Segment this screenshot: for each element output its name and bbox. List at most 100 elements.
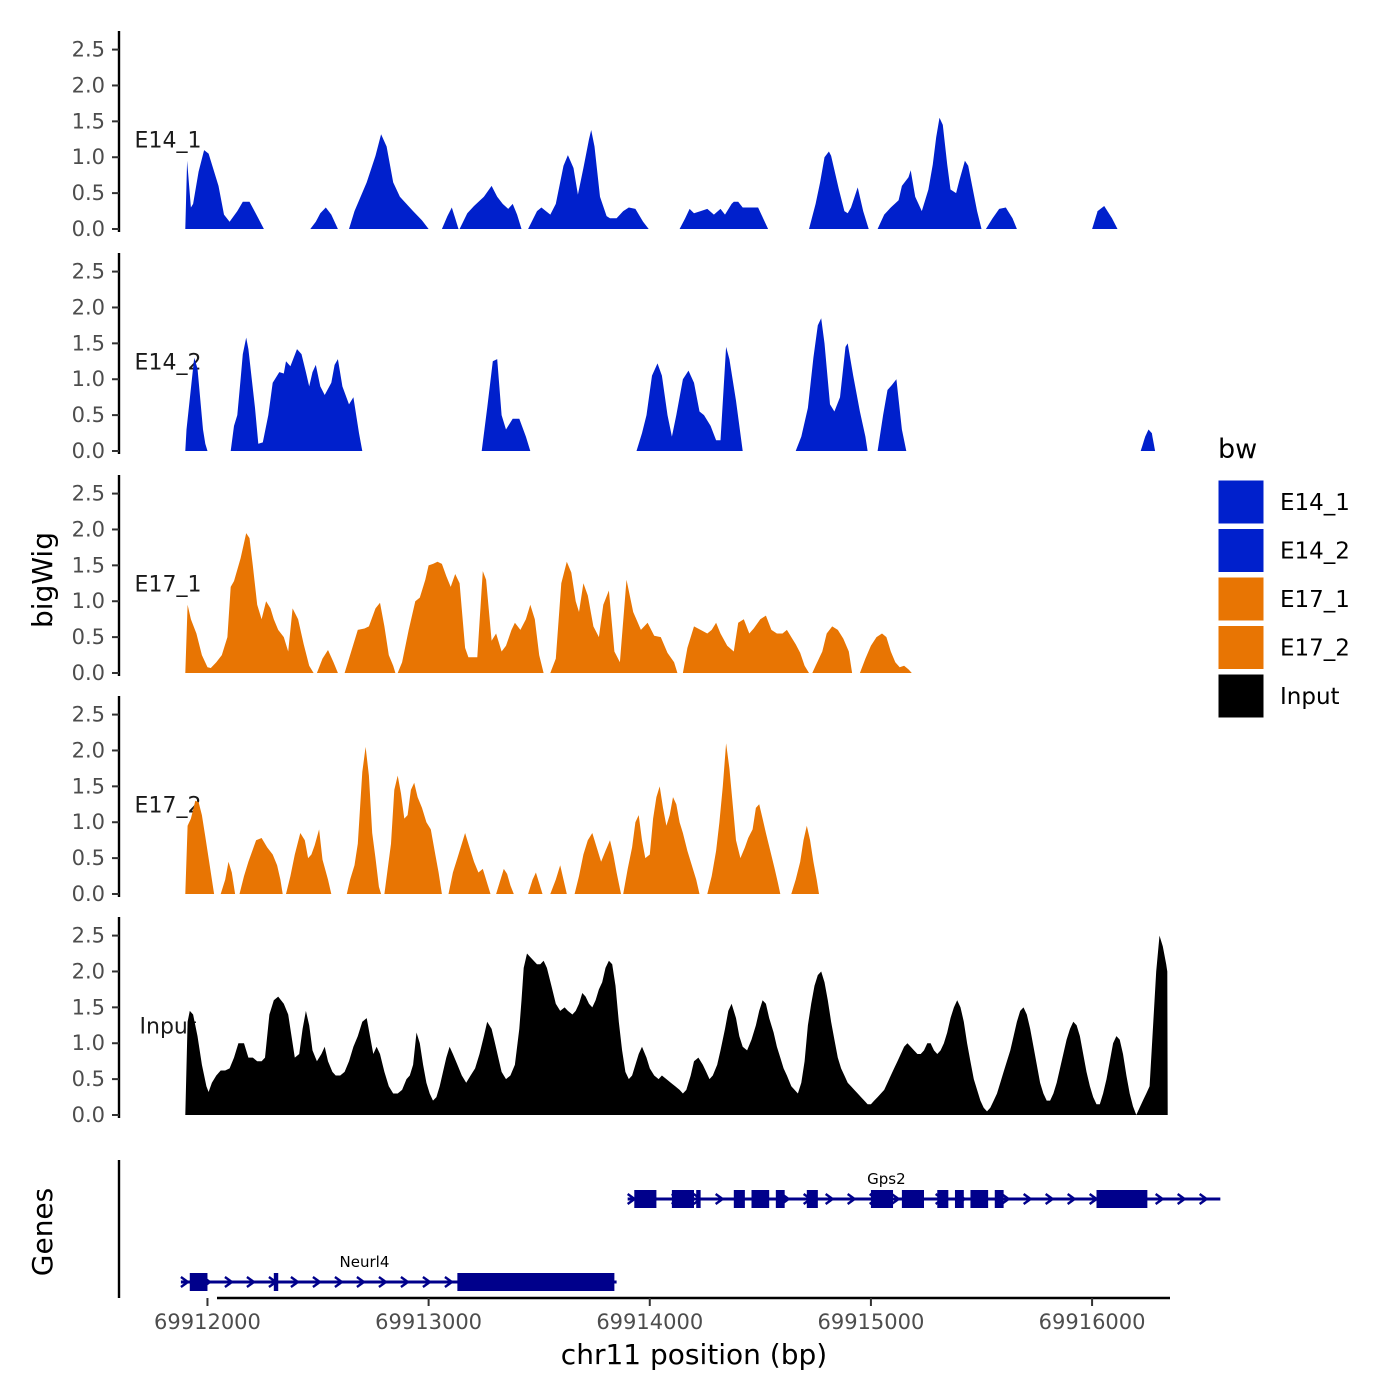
exon: [751, 1190, 770, 1208]
y-tick-label: 2.5: [72, 482, 105, 506]
strand-arrow: [180, 1276, 190, 1288]
exon: [634, 1190, 657, 1208]
coverage-area: [877, 379, 907, 451]
gene-panel: Gps2 Neurl4: [117, 1160, 1221, 1298]
coverage-area: [682, 615, 809, 673]
strand-arrow: [312, 1276, 322, 1288]
exon: [775, 1190, 785, 1208]
coverage-area: [384, 775, 442, 894]
x-tick-label: 69913000: [375, 1310, 482, 1334]
track-label: E17_1: [135, 572, 202, 597]
exon: [937, 1190, 949, 1208]
coverage-area: [859, 633, 912, 673]
coverage-area: [286, 829, 332, 894]
legend-swatch: [1217, 528, 1265, 573]
y-tick-label: 1.5: [72, 774, 105, 798]
gene-name: Gps2: [867, 1170, 906, 1188]
strand-arrow: [1154, 1193, 1165, 1205]
coverage-area: [574, 833, 621, 894]
coverage-area: [1140, 429, 1156, 451]
strand-arrow: [1000, 1193, 1011, 1205]
coverage-area: [185, 357, 208, 451]
exon: [1096, 1190, 1148, 1208]
strand-arrow: [1176, 1193, 1187, 1205]
coverage-area: [809, 151, 869, 229]
coverage-area: [185, 800, 215, 894]
coverage-area: [481, 359, 531, 451]
coverage-area: [707, 743, 781, 894]
exon: [733, 1190, 745, 1208]
y-tick-label: 2.5: [72, 924, 105, 948]
coverage-area: [448, 833, 491, 894]
y-tick-label: 1.5: [72, 553, 105, 577]
strand-arrow: [714, 1193, 725, 1205]
y-tick-label: 2.5: [72, 703, 105, 727]
y-tick-label: 0.0: [72, 439, 105, 463]
x-axis: 69912000 69913000 69914000 69915000 69916000: [154, 1296, 1170, 1334]
gene-neurl4: Neurl4: [180, 1253, 617, 1291]
legend: bw E14_1 E14_2 E17_1 E17_2 Input: [1217, 434, 1350, 719]
strand-arrow: [692, 1193, 703, 1205]
y-tick-label: 1.5: [72, 331, 105, 355]
exon: [671, 1190, 694, 1208]
coverage-area: [679, 201, 769, 229]
coverage-area: [459, 185, 522, 229]
y-tick-label: 1.0: [72, 810, 105, 834]
coverage-area: [528, 130, 649, 229]
coverage-area: [220, 861, 236, 894]
legend-swatch: [1217, 625, 1265, 670]
legend-label: E14_2: [1280, 539, 1350, 565]
legend-label: E17_1: [1280, 587, 1350, 613]
legend-label: E14_1: [1280, 490, 1350, 516]
y-tick-label: 0.0: [72, 217, 105, 241]
exon: [696, 1190, 701, 1208]
strand-arrow: [1198, 1193, 1209, 1205]
legend-title: bw: [1218, 434, 1257, 465]
gene-name: Neurl4: [340, 1253, 390, 1271]
exon: [870, 1190, 894, 1208]
strand-arrow: [1044, 1193, 1055, 1205]
exon: [457, 1273, 615, 1291]
y-tick-label: 1.5: [72, 995, 105, 1019]
y-tick-label: 2.0: [72, 959, 105, 983]
y-tick-label: 2.0: [72, 517, 105, 541]
strand-arrow: [356, 1276, 366, 1288]
y-tick-label: 1.0: [72, 1031, 105, 1055]
track-label: E14_2: [135, 350, 202, 375]
strand-arrow: [846, 1193, 857, 1205]
coverage-area: [985, 207, 1017, 229]
legend-label: Input: [1280, 684, 1340, 710]
strand-arrow: [890, 1193, 901, 1205]
y-tick-label: 0.0: [72, 661, 105, 685]
x-axis-title: chr11 position (bp): [561, 1338, 827, 1371]
exon: [273, 1273, 279, 1291]
y-axis-title: bigWig: [26, 532, 59, 628]
x-tick-label: 69914000: [596, 1310, 703, 1334]
exon: [189, 1273, 208, 1291]
strand-arrow: [1022, 1193, 1033, 1205]
coverage-area: [1092, 206, 1118, 229]
coverage-area: [636, 346, 743, 451]
track-e17-1: 0.0 0.5 1.0 1.5 2.0 2.5 E17_1: [72, 475, 912, 685]
track-e14-2: 0.0 0.5 1.0 1.5 2.0 2.5 E14_2: [72, 253, 1156, 463]
coverage-area: [496, 868, 514, 894]
coverage-area: [185, 533, 314, 673]
exon: [954, 1190, 964, 1208]
coverage-area: [316, 650, 338, 673]
strand-arrow: [290, 1276, 300, 1288]
coverage-area: [185, 935, 1168, 1115]
exon: [970, 1190, 989, 1208]
coverage-area: [344, 602, 396, 673]
strand-arrow: [1066, 1193, 1077, 1205]
coverage-area: [623, 786, 700, 894]
y-tick-label: 2.0: [72, 73, 105, 97]
coverage-area: [185, 150, 264, 229]
track-label: E14_1: [135, 128, 202, 153]
y-tick-label: 2.0: [72, 295, 105, 319]
coverage-area: [795, 318, 868, 451]
y-tick-label: 0.5: [72, 625, 105, 649]
coverage-area: [812, 626, 853, 673]
y-tick-label: 0.5: [72, 403, 105, 427]
